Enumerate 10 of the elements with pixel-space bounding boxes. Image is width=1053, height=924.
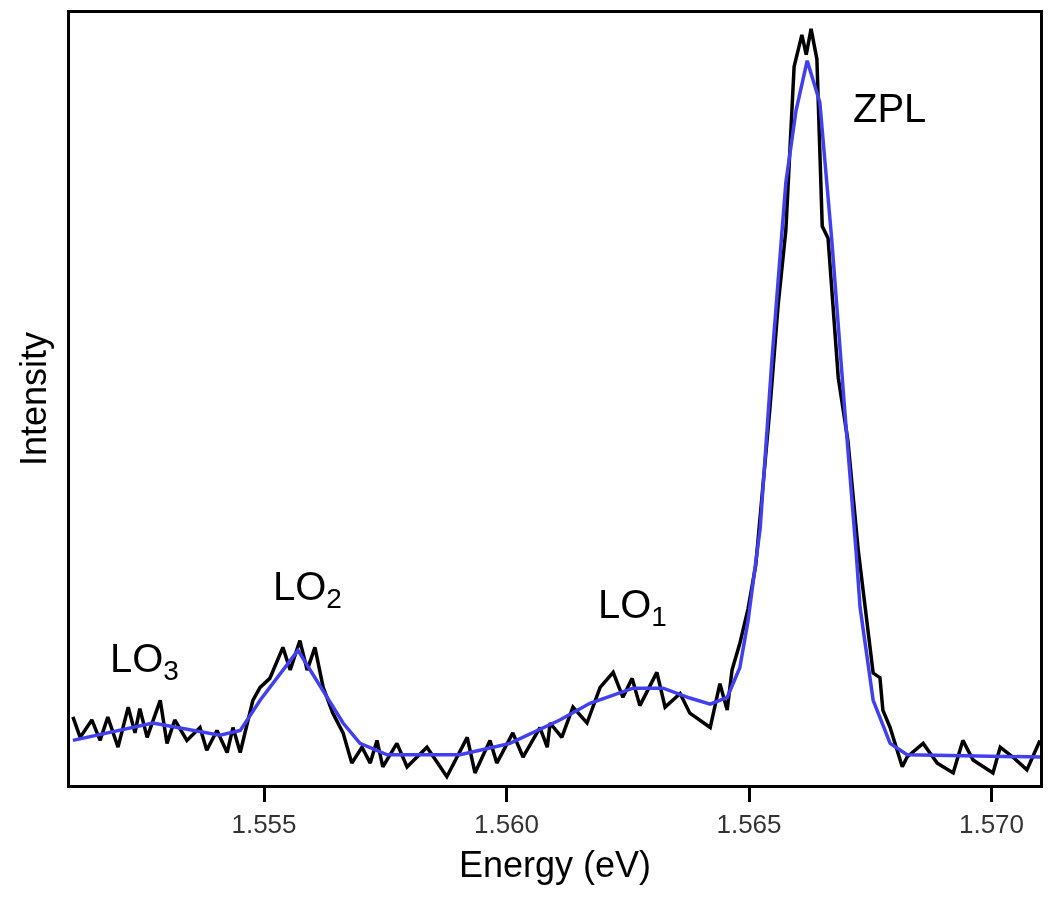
- annotation: ZPL: [853, 86, 927, 130]
- annotation: LO$_{1}$: [598, 582, 667, 633]
- x-tick-label: 1.560: [473, 809, 540, 840]
- x-tick-label: 1.565: [716, 809, 782, 840]
- annotation: LO$_{3}$: [110, 636, 179, 687]
- x-tick-label: 1.555: [231, 809, 297, 840]
- annotation: LO$_{2}$: [273, 564, 342, 615]
- y-axis-title: Intensity: [12, 331, 54, 467]
- x-tick-label: 1.570: [958, 809, 1025, 840]
- x-axis-title: Energy (eV): [458, 843, 652, 885]
